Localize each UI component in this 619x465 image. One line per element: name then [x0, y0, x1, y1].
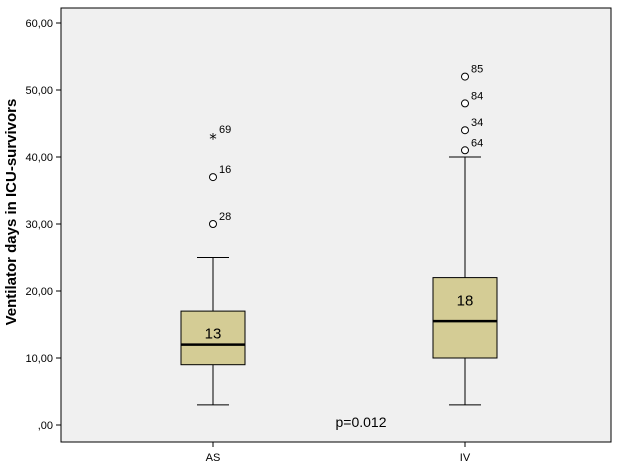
- outlier-label: 64: [471, 137, 483, 149]
- y-axis: 60,00 50,00 40,00 30,00 20,00 10,00 ,00: [25, 18, 61, 432]
- x-tick-label: AS: [206, 452, 221, 464]
- y-axis-label: Ventilator days in ICU-survivors: [3, 99, 20, 326]
- p-value-annotation: p=0.012: [336, 414, 387, 430]
- y-tick-label: 50,00: [25, 85, 53, 97]
- box-label: 18: [457, 292, 474, 309]
- outlier-star-marker: *: [209, 130, 217, 148]
- y-tick-label: 60,00: [25, 18, 53, 30]
- iqr-box: [432, 277, 498, 359]
- outlier-circle-marker: [461, 146, 469, 155]
- y-tick-label: 40,00: [25, 152, 53, 164]
- outlier-label: 84: [471, 90, 483, 102]
- iqr-box: [180, 310, 246, 366]
- x-tick-label: IV: [460, 452, 471, 464]
- y-tick-label: 30,00: [25, 219, 53, 231]
- boxes: 13 28 16 * 69 18 64 34 84 85: [180, 64, 498, 406]
- outlier-label: 85: [471, 64, 483, 76]
- box-group: 18 64 34 84 85: [432, 64, 498, 406]
- box-group: 13 28 16 * 69: [180, 124, 246, 406]
- y-tick-label: 10,00: [25, 353, 53, 365]
- plot-area: [60, 7, 612, 443]
- outlier-label: 16: [219, 164, 231, 176]
- y-tick-label: ,00: [38, 420, 53, 432]
- outlier-label: 28: [219, 211, 231, 223]
- outlier-label: 34: [471, 117, 483, 129]
- outlier-circle-marker: [209, 173, 217, 182]
- outlier-circle-marker: [461, 99, 469, 108]
- outlier-circle-marker: [461, 72, 469, 81]
- outlier-circle-marker: [209, 220, 217, 228]
- outlier-label: 69: [219, 124, 231, 136]
- x-axis: AS IV: [206, 442, 471, 464]
- outlier-circle-marker: [461, 126, 469, 135]
- box-label: 13: [205, 326, 222, 343]
- y-tick-label: 20,00: [25, 286, 53, 298]
